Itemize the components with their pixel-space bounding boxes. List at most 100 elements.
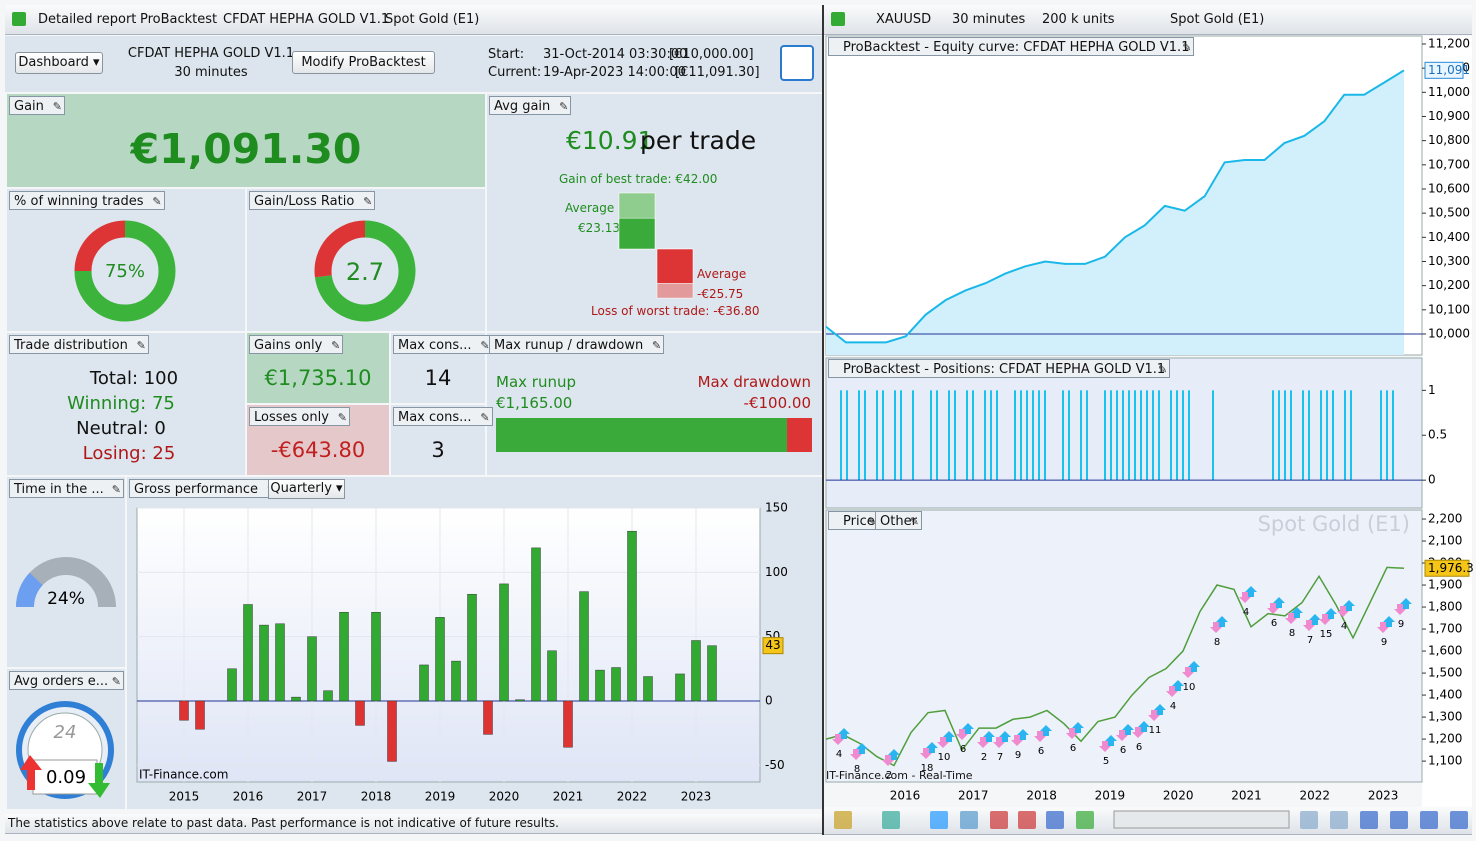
avg-gain-title[interactable]: Avg gain xyxy=(489,96,572,116)
sell-arrow xyxy=(1182,667,1194,678)
buy-arrow xyxy=(983,731,995,742)
units[interactable]: 200 k units xyxy=(1042,12,1115,27)
sell-arrow xyxy=(1337,606,1349,617)
sell-arrow xyxy=(956,729,968,740)
last-label: 1,976.3 xyxy=(1428,561,1474,575)
annotation: 2 xyxy=(981,752,987,763)
best-label: Gain of best trade: xyxy=(559,172,672,186)
avg-win-value: €23.13 xyxy=(578,221,620,235)
buy-arrow xyxy=(1400,598,1412,609)
annotation: 11 xyxy=(1149,725,1162,736)
start-capital: [€10,000.00] xyxy=(669,47,754,62)
annotation: 15 xyxy=(1320,629,1333,640)
time-title[interactable]: Time in the ... xyxy=(9,479,124,499)
tab[interactable]: Spot Gold (E1) xyxy=(385,12,480,27)
other-tab[interactable]: Other xyxy=(875,511,922,531)
buy-arrow xyxy=(1154,704,1166,715)
last-label: 11,091 xyxy=(1428,63,1470,77)
buy-arrow xyxy=(962,723,974,734)
y-tick-label: 10,800 xyxy=(1428,133,1470,147)
dashboard-dropdown[interactable]: Dashboard ▾ xyxy=(15,52,103,74)
drawdown-label: Max drawdown xyxy=(697,373,811,391)
y-tick-label: 1,400 xyxy=(1428,688,1462,702)
sell-arrow xyxy=(1166,686,1178,697)
tab[interactable]: ProBacktest xyxy=(140,12,218,27)
drawdown-value: -€100.00 xyxy=(743,394,811,412)
buy-arrow xyxy=(856,743,868,754)
price-tab[interactable]: Price xyxy=(828,511,880,531)
price-line xyxy=(825,566,1405,767)
losses-title[interactable]: Losses only xyxy=(249,407,350,427)
annotation: 6 xyxy=(1038,746,1044,757)
gains-title[interactable]: Gains only xyxy=(249,335,344,355)
sell-arrow xyxy=(1034,731,1046,742)
sell-arrow xyxy=(937,737,949,748)
orders-title[interactable]: Avg orders e... xyxy=(9,671,124,691)
chart-toolbar xyxy=(824,807,1472,835)
buy-arrow xyxy=(1383,616,1395,627)
modify-button[interactable]: Modify ProBacktest xyxy=(292,51,435,74)
x-tick-label: 2022 xyxy=(1300,789,1331,803)
right-axis xyxy=(1422,36,1472,807)
tab[interactable]: Detailed report xyxy=(38,12,137,27)
y-tick-label: 1,900 xyxy=(1428,578,1462,592)
annotation: 6 xyxy=(1120,745,1126,756)
max-cons-loss-title[interactable]: Max cons... xyxy=(393,407,493,427)
y-tick-label: 2,100 xyxy=(1428,534,1462,548)
equity-plot xyxy=(825,35,1423,356)
annotation: 4 xyxy=(1170,701,1176,712)
instrument[interactable]: Spot Gold (E1) xyxy=(1170,12,1265,27)
gain-title[interactable]: Gain xyxy=(9,96,65,116)
y-tick-label: 10,300 xyxy=(1428,254,1470,268)
x-tick-label: 2020 xyxy=(1163,789,1194,803)
annotation: 9 xyxy=(1381,637,1387,648)
annotation: 4 xyxy=(836,749,842,760)
timeframe[interactable]: 30 minutes xyxy=(952,12,1026,27)
avg-gain-value: €10.91 xyxy=(566,126,654,155)
distribution-panel xyxy=(7,333,245,475)
buy-arrow xyxy=(1122,724,1134,735)
equity-area xyxy=(826,70,1404,356)
distribution-title[interactable]: Trade distribution xyxy=(9,335,149,355)
buy-arrow xyxy=(1343,600,1355,611)
buy-arrow xyxy=(999,731,1011,742)
y-tick-label: 1,100 xyxy=(1428,754,1462,768)
y-tick-label: 10,200 xyxy=(1428,278,1470,292)
y-tick-label: 10,000 xyxy=(1428,326,1470,340)
sell-arrow xyxy=(1239,592,1251,603)
buy-arrow xyxy=(1172,680,1184,691)
system-name: CFDAT HEPHA GOLD V1.1 xyxy=(127,46,295,61)
buy-arrow xyxy=(1188,661,1200,672)
equity-line xyxy=(825,69,1405,344)
equity-title: ProBacktest - Equity curve: CFDAT HEPHA … xyxy=(828,37,1195,57)
y-tick-label: 11,100 xyxy=(1428,61,1470,75)
positions-title: ProBacktest - Positions: CFDAT HEPHA GOL… xyxy=(828,359,1171,379)
sell-arrow xyxy=(832,734,844,745)
annotation: 6 xyxy=(1271,618,1277,629)
tab[interactable]: CFDAT HEPHA GOLD V1.1 xyxy=(223,12,390,27)
last-box xyxy=(1424,559,1470,577)
y-tick-label: 1,200 xyxy=(1428,732,1462,746)
ratio-title[interactable]: Gain/Loss Ratio xyxy=(249,191,376,211)
source: IT-Finance.com - Real-Time xyxy=(826,769,973,782)
watermark: Spot Gold (E1) xyxy=(1257,512,1410,536)
start-label: Start: xyxy=(488,47,525,62)
gross-title[interactable]: Gross performance xyxy=(129,479,280,499)
worst-label: Loss of worst trade: xyxy=(591,304,710,318)
sell-arrow xyxy=(1319,614,1331,625)
symbol[interactable]: XAUUSD xyxy=(876,12,932,27)
max-cons-win-title[interactable]: Max cons... xyxy=(393,335,493,355)
annotation: 9 xyxy=(1398,619,1404,630)
x-tick-label: 2017 xyxy=(958,789,989,803)
buy-arrow xyxy=(838,728,850,739)
annotation: 10 xyxy=(1183,682,1196,693)
period-dropdown[interactable]: Quarterly ▾ xyxy=(268,479,345,499)
runup-title[interactable]: Max runup / drawdown xyxy=(489,335,665,355)
win-pct-title[interactable]: % of winning trades xyxy=(9,191,165,211)
y-tick-label: 1,500 xyxy=(1428,666,1462,680)
price-plot xyxy=(825,509,1423,783)
sell-arrow xyxy=(977,737,989,748)
last-box xyxy=(1424,61,1464,79)
annotation: 6 xyxy=(960,744,966,755)
